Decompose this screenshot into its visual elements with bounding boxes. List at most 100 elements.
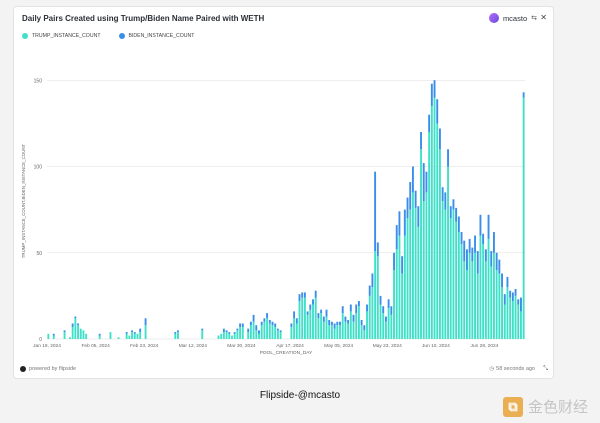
- bar-biden: [279, 330, 282, 333]
- bar-trump: [260, 325, 263, 339]
- bar-biden: [409, 182, 412, 210]
- bar-trump: [460, 244, 463, 339]
- bar-biden: [471, 247, 474, 262]
- bar-trump: [109, 332, 112, 339]
- bar-biden: [317, 313, 320, 319]
- bar-trump: [309, 309, 312, 339]
- bar-biden: [133, 332, 136, 334]
- bar-biden: [201, 328, 204, 331]
- bar-trump: [463, 261, 466, 339]
- avatar[interactable]: [488, 13, 499, 23]
- bar-biden: [293, 311, 296, 319]
- bar-biden: [306, 311, 309, 315]
- bar-biden: [465, 249, 468, 270]
- bar-biden: [276, 328, 279, 331]
- bar-trump: [349, 311, 352, 339]
- bar-biden: [476, 251, 479, 274]
- bar-trump: [357, 306, 360, 339]
- bar-biden: [414, 190, 417, 208]
- bar-trump: [495, 270, 498, 339]
- bar-trump: [376, 256, 379, 339]
- bar-trump: [231, 335, 233, 339]
- bar-trump: [511, 301, 514, 339]
- bar-trump: [441, 201, 444, 339]
- bar-biden: [71, 323, 74, 327]
- bar-biden: [436, 99, 439, 124]
- legend-item-biden[interactable]: BIDEN_INSTANCE_COUNT: [118, 33, 195, 39]
- bar-trump: [263, 321, 266, 339]
- legend-swatch-biden: [118, 33, 125, 39]
- bar-trump: [509, 297, 512, 339]
- bar-trump: [433, 97, 436, 339]
- bar-biden: [125, 332, 128, 334]
- swap-icon[interactable]: ⇆: [531, 15, 537, 22]
- bar-biden: [420, 132, 422, 150]
- bar-biden: [63, 330, 66, 333]
- bar-trump: [79, 328, 82, 339]
- powered-by[interactable]: powered by flipside: [20, 366, 76, 372]
- bar-trump: [52, 335, 55, 339]
- bar-trump: [317, 318, 320, 339]
- bar-biden: [360, 320, 363, 326]
- bar-biden: [368, 285, 371, 296]
- x-tick-label: May 05, 2024: [324, 343, 353, 349]
- bar-trump: [409, 209, 412, 339]
- last-updated: ◷ 58 seconds ago: [489, 366, 535, 372]
- bar-trump: [225, 332, 228, 339]
- bar-trump: [220, 333, 223, 339]
- username[interactable]: mcasto: [502, 13, 528, 23]
- bar-trump: [482, 244, 485, 339]
- bar-trump: [422, 201, 425, 339]
- bar-biden: [490, 251, 493, 267]
- bar-trump: [498, 273, 501, 339]
- bar-trump: [85, 333, 88, 339]
- expand-icon[interactable]: ⤡: [543, 366, 548, 372]
- bar-trump: [366, 311, 368, 339]
- bar-biden: [449, 206, 452, 219]
- bar-biden: [322, 316, 325, 322]
- bar-biden: [474, 235, 476, 253]
- bar-trump: [258, 333, 260, 339]
- bar-trump: [390, 314, 393, 339]
- bar-biden: [390, 306, 393, 315]
- bar-trump: [271, 325, 274, 339]
- bar-biden: [492, 232, 495, 253]
- x-axis-label: POOL_CREATION_DAY: [260, 350, 313, 356]
- bar-biden: [374, 171, 377, 252]
- bar-chart: 0 50 100 150 Jan 18, 2024 Feb 05, 2024 Feb 23,…: [21, 78, 525, 356]
- bar-biden: [447, 149, 449, 167]
- bar-biden: [290, 323, 293, 327]
- bar-biden: [438, 128, 441, 150]
- bar-trump: [133, 333, 136, 339]
- bar-trump: [344, 321, 347, 339]
- bar-trump: [312, 304, 314, 339]
- bar-trump: [517, 304, 520, 339]
- bar-biden: [433, 80, 436, 98]
- bar-biden: [509, 290, 512, 298]
- bar-biden: [520, 297, 522, 312]
- bar-trump: [360, 325, 363, 339]
- bar-trump: [371, 287, 374, 339]
- legend-label-biden: BIDEN_INSTANCE_COUNT: [128, 33, 195, 39]
- bar-trump: [403, 235, 406, 339]
- bar-biden: [366, 304, 368, 312]
- bar-trump: [368, 295, 371, 339]
- bar-trump: [174, 333, 177, 339]
- bar-trump: [136, 333, 139, 339]
- bar-trump: [328, 325, 331, 339]
- bar-biden: [352, 314, 355, 322]
- bar-trump: [387, 307, 390, 339]
- bar-biden: [330, 321, 333, 326]
- bar-trump: [393, 270, 395, 339]
- user-badge[interactable]: mcasto ⇆: [488, 12, 537, 24]
- bar-biden: [295, 318, 298, 324]
- close-icon[interactable]: ✕: [540, 13, 547, 22]
- bar-trump: [233, 333, 236, 339]
- bar-biden: [328, 320, 331, 326]
- chart-card: Daily Pairs Created using Trump/Biden Na…: [13, 6, 554, 379]
- bar-biden: [260, 321, 263, 326]
- bar-trump: [503, 304, 506, 339]
- bar-biden: [501, 273, 503, 288]
- bar-biden: [52, 333, 55, 336]
- legend-item-trump[interactable]: TRUMP_INSTANCE_COUNT: [22, 33, 101, 39]
